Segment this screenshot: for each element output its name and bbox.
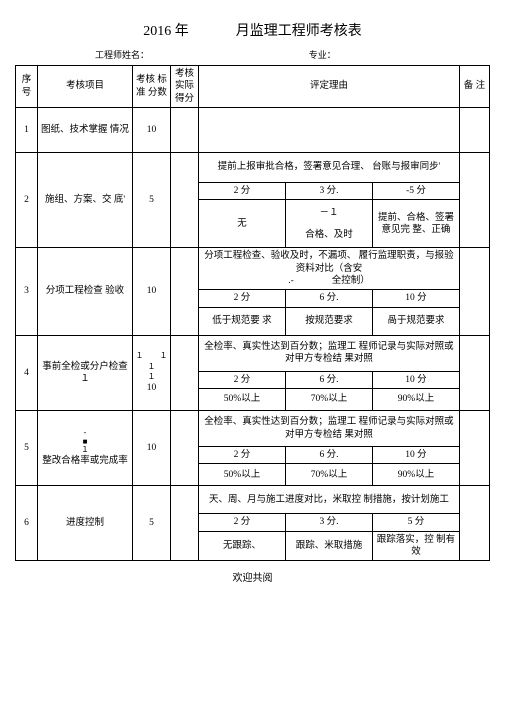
act — [171, 486, 199, 561]
score-c: －１ 合格、及时 — [286, 200, 373, 248]
remark — [460, 335, 490, 410]
seq: 6 — [16, 486, 38, 561]
act — [171, 153, 199, 248]
major-label: 专业： — [229, 48, 490, 61]
score-c: 跟踪落实，控 制有效 — [373, 531, 460, 561]
score-c: 低于规范要 求 — [199, 307, 286, 335]
score-c: 按规范要求 — [286, 307, 373, 335]
col-std: 考核 标准 分数 — [133, 66, 171, 108]
remark — [460, 486, 490, 561]
col-remark: 备 注 — [460, 66, 490, 108]
score-h: 5 分 — [373, 514, 460, 531]
col-item: 考核项目 — [38, 66, 133, 108]
assessment-table: 序号 考核项目 考核 标准 分数 考核实际得分 评定理由 备 注 1 图纸、技术… — [15, 65, 490, 561]
title-year-label: 年 — [175, 24, 189, 39]
table-row: 1 图纸、技术掌握 情况 10 — [16, 108, 490, 153]
act — [171, 411, 199, 486]
table-row: 6 进度控制 5 天、周、月与施工进度对比，米取控 制措施，按计划施工 — [16, 486, 490, 514]
score-c: 90%以上 — [373, 389, 460, 411]
act — [171, 108, 199, 153]
std-val: 10 — [133, 382, 170, 394]
item: 图纸、技术掌握 情况 — [38, 108, 133, 153]
score-h: 10 分 — [373, 371, 460, 388]
score-h: 10 分 — [373, 290, 460, 307]
std-top: １ １ １ １ — [133, 351, 170, 382]
act — [171, 248, 199, 335]
score-c: 50%以上 — [199, 389, 286, 411]
act — [171, 335, 199, 410]
std: 10 — [133, 108, 171, 153]
item: 分项工程检查 验收 — [38, 248, 133, 335]
score-c: 无 — [199, 200, 286, 248]
item-a: 事前全检或分户检查 — [38, 361, 132, 373]
table-header-row: 序号 考核项目 考核 标准 分数 考核实际得分 评定理由 备 注 — [16, 66, 490, 108]
score-h: 6 分. — [286, 290, 373, 307]
desc: 天、周、月与施工进度对比，米取控 制措施，按计划施工 — [199, 486, 460, 514]
item: - ■ １ 整改合格率或完成率 — [38, 411, 133, 486]
seq: 5 — [16, 411, 38, 486]
title-month-label: 月监理工程师考核表 — [236, 24, 362, 39]
item: 施组、方案、交 底' — [38, 153, 133, 248]
col-seq: 序号 — [16, 66, 38, 108]
score-c: 跟踪、米取措施 — [286, 531, 373, 561]
score-c: 无跟踪、 — [199, 531, 286, 561]
title-year: 2016 — [143, 24, 171, 39]
item-a: - ■ １ — [38, 429, 132, 455]
score-h: 2 分 — [199, 290, 286, 307]
item-b: 整改合格率或完成率 — [38, 455, 132, 467]
table-row: 2 施组、方案、交 底' 5 提前上报审批合格，签署意见合理、 台账与报审同步' — [16, 153, 490, 183]
score-c: 90%以上 — [373, 464, 460, 486]
remark — [460, 153, 490, 248]
std: １ １ １ １ 10 — [133, 335, 171, 410]
seq: 2 — [16, 153, 38, 248]
table-row: 5 - ■ １ 整改合格率或完成率 10 全检率、真实性达到百分数；监理工 程师… — [16, 411, 490, 447]
score-h: 3 分. — [286, 183, 373, 200]
table-row: 4 事前全检或分户检查 １ １ １ １ １ 10 全检率、真实性达到百分数；监理… — [16, 335, 490, 371]
remark — [460, 248, 490, 335]
seq: 4 — [16, 335, 38, 410]
item: 进度控制 — [38, 486, 133, 561]
desc: 全检率、真实性达到百分数；监理工 程师记录与实际对照或对甲方专检结 果对照 — [199, 411, 460, 447]
score-c: 70%以上 — [286, 389, 373, 411]
table-row: 3 分项工程检查 验收 10 分项工程检查、验收及时，不漏项、 履行监理职责，与… — [16, 248, 490, 290]
page-title: 2016 年 月监理工程师考核表 — [15, 20, 490, 40]
score-h: 6 分. — [286, 371, 373, 388]
score-h: 3 分. — [286, 514, 373, 531]
col-reason: 评定理由 — [199, 66, 460, 108]
item-b: １ — [38, 373, 132, 385]
reason — [199, 108, 460, 153]
desc: 提前上报审批合格，签署意见合理、 台账与报审同步' — [199, 153, 460, 183]
score-c: 70%以上 — [286, 464, 373, 486]
seq: 3 — [16, 248, 38, 335]
name-label: 工程师姓名： — [15, 48, 229, 61]
cell-top: －１ — [286, 202, 372, 224]
score-h: 10 分 — [373, 447, 460, 464]
desc: 分项工程检查、验收及时，不漏项、 履行监理职责，与报验资料对比（含安 .- 全控… — [199, 248, 460, 290]
cell-bot: 合格、及时 — [286, 224, 372, 246]
remark — [460, 108, 490, 153]
std: 10 — [133, 248, 171, 335]
score-h: 2 分 — [199, 514, 286, 531]
header-row: 工程师姓名： 专业： — [15, 48, 490, 61]
col-act: 考核实际得分 — [171, 66, 199, 108]
score-c: 咼于规范要求 — [373, 307, 460, 335]
desc: 全检率、真实性达到百分数；监理工 程师记录与实际对照或对甲方专检结 果对照 — [199, 335, 460, 371]
score-h: 2 分 — [199, 447, 286, 464]
std: 10 — [133, 411, 171, 486]
score-h: 6 分. — [286, 447, 373, 464]
score-h: -5 分 — [373, 183, 460, 200]
remark — [460, 411, 490, 486]
score-h: 2 分 — [199, 183, 286, 200]
item: 事前全检或分户检查 １ — [38, 335, 133, 410]
score-h: 2 分 — [199, 371, 286, 388]
std: 5 — [133, 153, 171, 248]
score-c: 50%以上 — [199, 464, 286, 486]
score-c: 提前、合格、签署意见完 整、正确 — [373, 200, 460, 248]
seq: 1 — [16, 108, 38, 153]
std: 5 — [133, 486, 171, 561]
footer-text: 欢迎共阅 — [15, 569, 490, 584]
